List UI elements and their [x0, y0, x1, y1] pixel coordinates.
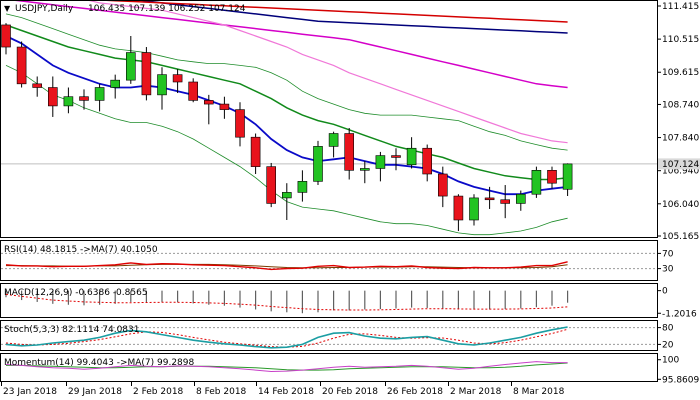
- x-tick-label: 20 Feb 2018: [322, 387, 378, 397]
- x-tick-label: 2 Mar 2018: [450, 387, 502, 397]
- momentum-panel-frame: [0, 353, 658, 382]
- ma-pink-line: [88, 1, 568, 144]
- ma-magenta-line: [15, 1, 568, 89]
- candle: [16, 46, 27, 85]
- candle: [63, 96, 74, 107]
- macd-panel-frame: [0, 283, 658, 318]
- rsi-panel-frame: [0, 240, 658, 281]
- candle: [204, 100, 214, 105]
- candle: [484, 197, 495, 201]
- x-tick-label: 8 Mar 2018: [513, 387, 565, 397]
- x-tick-label: 2 Feb 2018: [133, 387, 184, 397]
- momentum-tick-label: 100: [662, 356, 679, 366]
- price-tick-label: 110.515: [662, 35, 699, 45]
- ma-blue-dark-line: [5, 35, 568, 196]
- ohlc-values: 106.435 107.139 106.252 107.124: [88, 4, 246, 14]
- price-tick-label: 106.940: [662, 167, 699, 177]
- momentum-tick-label: 95.8609: [662, 375, 699, 385]
- price-tick-label: 109.615: [662, 68, 699, 78]
- band-upper-line: [5, 13, 568, 151]
- candle: [453, 195, 464, 221]
- stoch-tick-label: 20: [662, 340, 674, 350]
- price-tick-label: 108.740: [662, 100, 699, 110]
- price-tick-label: 107.840: [662, 134, 699, 144]
- momentum-line: [5, 361, 568, 373]
- stoch-tick-label: 80: [662, 324, 674, 334]
- x-tick-label: 23 Jan 2018: [3, 387, 57, 397]
- rsi-tick-label: 70: [662, 249, 674, 259]
- candle: [141, 52, 152, 96]
- candle: [531, 170, 542, 195]
- macd-tick-label: 0: [662, 287, 668, 297]
- x-tick-label: 29 Jan 2018: [68, 387, 122, 397]
- candle: [313, 146, 323, 182]
- candle: [515, 193, 526, 204]
- price-axis: 111.415 110.515 109.615 108.740 107.840 106.9…: [657, 2, 699, 242]
- candle: [297, 181, 308, 193]
- candle: [250, 136, 261, 167]
- rsi-label: RSI(14) 48.1815 ->MA(7) 40.1050: [4, 245, 158, 255]
- candle: [344, 133, 355, 171]
- candles: [1, 23, 573, 232]
- stoch-panel: 80 20: [1, 324, 674, 350]
- candle: [328, 133, 339, 147]
- macd-tick-label: -1.2016: [662, 309, 697, 319]
- candle: [126, 52, 136, 81]
- price-tick-label: 106.040: [662, 200, 699, 210]
- candle: [188, 81, 198, 101]
- candle: [406, 147, 417, 166]
- rsi-panel: 70 30: [1, 249, 674, 275]
- candle: [500, 199, 511, 204]
- candle: [157, 74, 167, 96]
- momentum-label: Momentum(14) 99.4043 ->MA(7) 99.2898: [4, 358, 195, 368]
- candle: [562, 163, 573, 190]
- x-tick-label: 26 Feb 2018: [387, 387, 443, 397]
- rsi-tick-label: 30: [662, 265, 674, 275]
- rsi-line: [5, 261, 568, 271]
- stoch-k-line: [5, 326, 568, 349]
- price-tick-label: 105.165: [662, 232, 699, 242]
- candle: [94, 87, 105, 101]
- candle: [359, 168, 370, 171]
- ma-green-dark-line: [5, 24, 568, 181]
- ma-red-line: [106, 1, 568, 23]
- candle: [281, 192, 292, 199]
- candle: [469, 197, 479, 221]
- candle: [437, 173, 448, 197]
- candle: [47, 87, 58, 107]
- candle: [391, 155, 401, 158]
- candle: [375, 155, 386, 169]
- stoch-panel-frame: [0, 320, 658, 351]
- candle: [32, 83, 43, 88]
- candle: [219, 103, 230, 110]
- candle: [79, 96, 89, 101]
- ma-navy-line: [139, 1, 568, 34]
- symbol-label: USDJPY,Daily: [15, 4, 74, 14]
- price-panel-frame: [0, 0, 658, 238]
- candle: [266, 166, 277, 204]
- stoch-d-line: [5, 328, 568, 348]
- x-tick-label: 14 Feb 2018: [258, 387, 314, 397]
- macd-panel: 0 -1.2016: [5, 287, 697, 319]
- candle: [172, 74, 183, 83]
- candle: [110, 79, 120, 88]
- symbol-header: ▼ USDJPY,Daily 106.435 107.139 106.252 1…: [4, 4, 246, 14]
- candle: [235, 109, 245, 138]
- candle: [422, 147, 433, 175]
- dropdown-triangle-icon: ▼: [4, 4, 11, 13]
- x-tick-label: 8 Feb 2018: [196, 387, 247, 397]
- stoch-label: Stoch(5,3,3) 82.1114 74.0831: [4, 325, 139, 335]
- macd-signal-line: [5, 293, 568, 311]
- candle: [547, 170, 557, 184]
- current-price-label: 107.124: [662, 160, 699, 170]
- candle: [1, 24, 11, 48]
- current-price-box: [658, 158, 700, 170]
- momentum-panel: 100 95.8609: [5, 356, 699, 385]
- macd-label: MACD(12,26,9) -0.6386 -0.8565: [4, 288, 148, 298]
- x-axis: 23 Jan 2018 29 Jan 2018 2 Feb 2018 8 Feb 20…: [1, 382, 565, 397]
- price-tick-label: 111.415: [662, 2, 699, 12]
